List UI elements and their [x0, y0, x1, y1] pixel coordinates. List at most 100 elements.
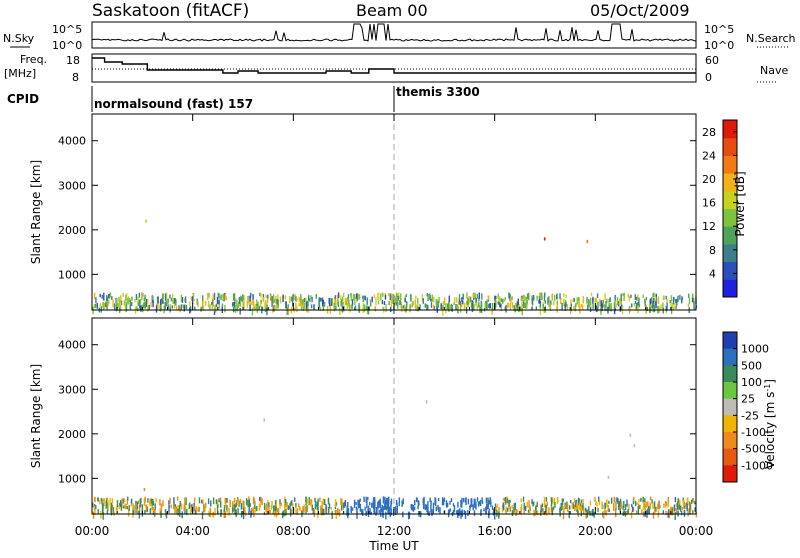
ground-scatter-cell: [243, 302, 245, 310]
ground-scatter-cell: [353, 294, 356, 301]
ground-scatter-cell: [670, 295, 673, 302]
velocity-colorbar-segment: [723, 332, 737, 350]
ground-scatter-cell: [205, 300, 207, 306]
ground-scatter-cell: [670, 301, 672, 307]
ground-scatter-cell: [381, 292, 384, 297]
ground-scatter-cell: [330, 506, 332, 510]
ground-scatter-cell: [266, 507, 268, 515]
ground-scatter-cell: [498, 511, 500, 519]
ground-scatter-cell: [626, 499, 628, 507]
ground-scatter-cell: [468, 295, 470, 304]
ground-scatter-cell: [344, 297, 347, 305]
ground-scatter-cell: [337, 298, 339, 305]
ground-scatter-cell: [421, 293, 424, 302]
ground-scatter-cell: [526, 293, 529, 300]
ground-scatter-cell: [116, 505, 118, 513]
ground-scatter-cell: [491, 303, 494, 310]
ground-scatter-cell: [149, 508, 152, 512]
ground-scatter-cell: [516, 509, 519, 513]
ground-scatter-cell: [373, 294, 376, 299]
ground-scatter-cell: [362, 302, 364, 308]
ground-scatter-cell: [344, 499, 347, 507]
ground-scatter-cell: [135, 294, 138, 300]
ground-scatter-cell: [429, 497, 431, 503]
ground-scatter-cell: [683, 509, 686, 517]
ground-scatter-cell: [155, 497, 157, 503]
ground-scatter-cell: [395, 508, 397, 515]
ground-scatter-cell: [496, 509, 498, 517]
ground-scatter-cell: [513, 503, 515, 508]
ground-scatter-cell: [228, 508, 230, 516]
ground-scatter-cell: [502, 298, 504, 304]
ground-scatter-cell: [634, 500, 637, 507]
ground-scatter-cell: [347, 293, 350, 299]
ground-scatter-cell: [107, 300, 109, 307]
ground-scatter-cell: [256, 305, 258, 313]
ground-scatter-cell: [500, 298, 503, 302]
ground-scatter-cell: [426, 293, 428, 297]
ground-scatter-cell: [354, 301, 356, 306]
ground-scatter-cell: [539, 292, 541, 299]
ground-scatter-cell: [641, 509, 643, 514]
ground-scatter-cell: [652, 302, 654, 310]
ground-scatter-cell: [254, 306, 256, 310]
ground-scatter-cell: [543, 295, 546, 302]
ground-scatter-cell: [97, 509, 99, 515]
ground-scatter-cell: [582, 499, 584, 503]
ground-scatter-cell: [569, 505, 571, 510]
ground-scatter-cell: [125, 304, 128, 312]
ground-scatter-cell: [419, 304, 421, 310]
ground-scatter-cell: [120, 300, 123, 306]
ground-scatter-cell: [372, 500, 375, 507]
ground-scatter-cell: [423, 502, 425, 510]
ground-scatter-cell: [342, 301, 344, 305]
ground-scatter-cell: [614, 294, 616, 302]
ground-scatter-cell: [669, 299, 671, 304]
ground-scatter-cell: [292, 294, 294, 301]
ground-scatter-cell: [285, 508, 287, 516]
ground-scatter-cell: [394, 295, 396, 304]
noise-left-tick-bottom: 10^0: [52, 39, 82, 52]
ground-scatter-cell: [273, 299, 276, 303]
ground-scatter-cell: [223, 505, 226, 512]
power-colorbar-segment: [723, 261, 737, 280]
ground-scatter-cell: [522, 300, 525, 308]
ground-scatter-cell: [180, 504, 183, 510]
ground-scatter-cell: [414, 299, 416, 307]
ground-scatter-cell: [124, 503, 126, 509]
ground-scatter-cell: [366, 307, 369, 314]
ground-scatter-cell: [265, 301, 267, 308]
ground-scatter-cell: [680, 511, 683, 516]
ground-scatter-cell: [495, 300, 497, 308]
ground-scatter-cell: [448, 509, 451, 513]
ground-scatter-cell: [676, 509, 678, 515]
ground-scatter-cell: [272, 505, 275, 512]
ground-scatter-cell: [315, 294, 317, 299]
ground-scatter-cell: [396, 293, 398, 298]
ground-scatter-cell: [253, 498, 256, 505]
ground-scatter-cell: [135, 503, 137, 510]
ground-scatter-cell: [134, 298, 136, 303]
ground-scatter-cell: [405, 302, 408, 310]
ground-scatter-cell: [151, 502, 153, 510]
ground-scatter-cell: [460, 511, 462, 519]
ground-scatter-cell: [271, 501, 273, 509]
ground-scatter-cell: [488, 303, 490, 309]
ground-scatter-cell: [672, 302, 674, 309]
ground-scatter-cell: [494, 503, 497, 508]
x-tick-label: 00:00: [75, 524, 110, 538]
ground-scatter-cell: [160, 299, 162, 305]
scatter-cell: [633, 443, 636, 447]
ground-scatter-cell: [583, 507, 585, 515]
ground-scatter-cell: [107, 499, 109, 504]
ground-scatter-cell: [430, 505, 432, 513]
ground-scatter-cell: [340, 300, 342, 307]
ground-scatter-cell: [516, 301, 518, 308]
ground-scatter-cell: [328, 508, 330, 512]
ground-scatter-cell: [191, 296, 194, 304]
power-y-axis: 1000 2000 3000 4000: [58, 114, 696, 310]
ground-scatter-cell: [636, 502, 638, 506]
ground-scatter-cell: [510, 297, 512, 304]
ground-scatter-cell: [456, 304, 458, 309]
ground-scatter-cell: [323, 301, 326, 307]
